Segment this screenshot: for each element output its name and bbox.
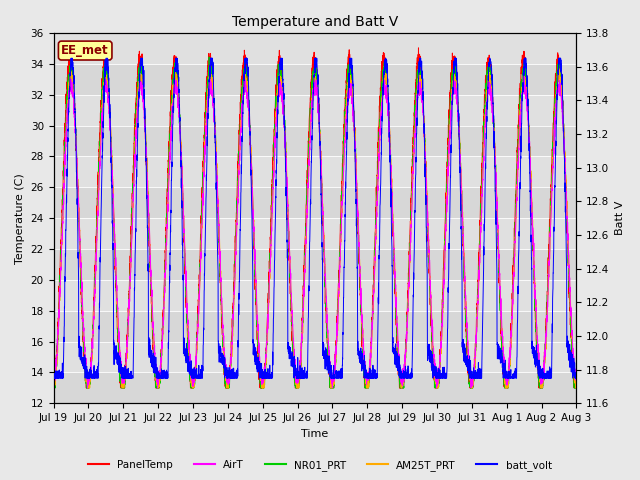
Bar — [54, 311, 577, 342]
X-axis label: Time: Time — [301, 429, 328, 439]
Legend: PanelTemp, AirT, NR01_PRT, AM25T_PRT, batt_volt: PanelTemp, AirT, NR01_PRT, AM25T_PRT, ba… — [84, 456, 556, 475]
Bar — [54, 187, 577, 218]
Y-axis label: Batt V: Batt V — [615, 201, 625, 235]
Title: Temperature and Batt V: Temperature and Batt V — [232, 15, 398, 29]
Text: EE_met: EE_met — [61, 44, 109, 57]
Y-axis label: Temperature (C): Temperature (C) — [15, 173, 25, 264]
Bar — [54, 126, 577, 156]
Bar — [54, 372, 577, 403]
Bar — [54, 249, 577, 280]
Bar — [54, 64, 577, 95]
